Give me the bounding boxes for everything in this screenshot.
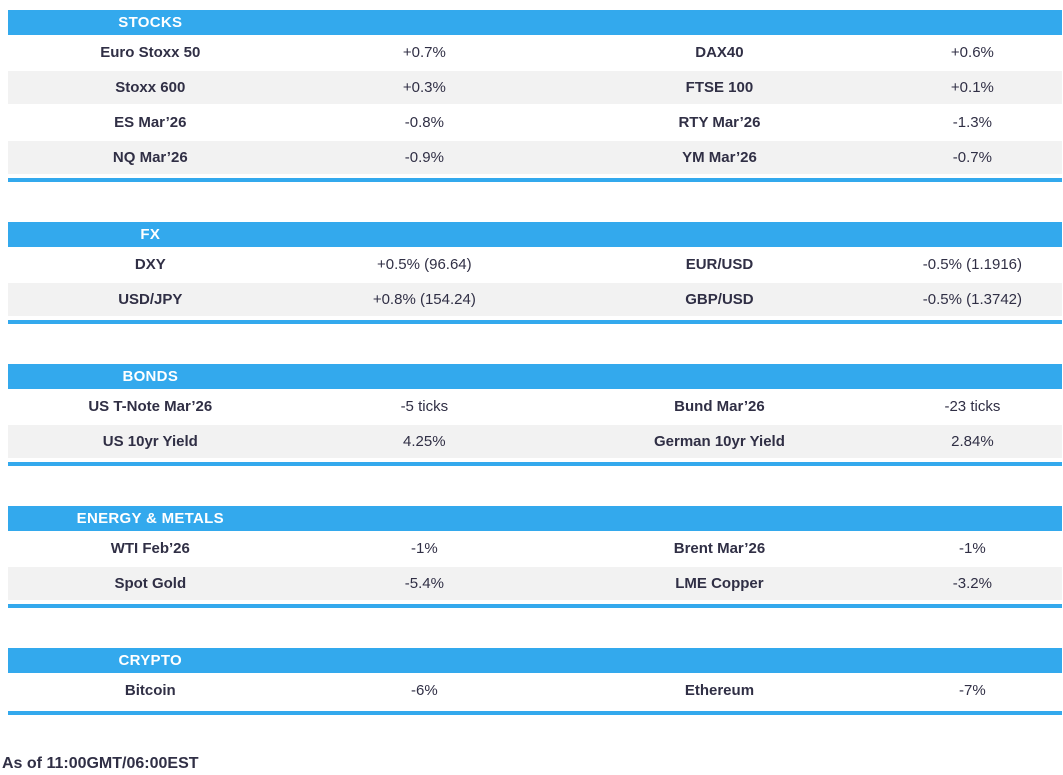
instrument-change: -0.9% — [404, 149, 444, 166]
instrument-name: YM Mar’26 — [682, 149, 757, 166]
instrument-change: -1% — [959, 540, 986, 557]
instrument-change: -1% — [410, 540, 438, 557]
instrument-name: Bund Mar’26 — [674, 398, 765, 415]
table-row: Bitcoin -6% Ethereum -7% — [8, 673, 1062, 708]
instrument-change: -23 ticks — [944, 398, 1001, 415]
section-header-crypto: CRYPTO — [8, 648, 1062, 673]
section-energy-metals: ENERGY & METALS WTI Feb’26 -1% Brent Mar… — [8, 506, 1062, 608]
table-row: US 10yr Yield 4.25% German 10yr Yield 2.… — [8, 424, 1062, 459]
table-row: WTI Feb’26 -1% Brent Mar’26 -1% — [8, 531, 1062, 566]
instrument-change: 2.84% — [951, 433, 994, 450]
table-row: USD/JPY +0.8% (154.24) GBP/USD -0.5% (1.… — [8, 282, 1062, 317]
instrument-name: ES Mar’26 — [114, 114, 187, 131]
instrument-change: +0.5% (96.64) — [377, 256, 472, 273]
instrument-name: USD/JPY — [118, 291, 183, 308]
instrument-change: -3.2% — [952, 575, 992, 592]
section-header-stocks: STOCKS — [8, 10, 1062, 35]
instrument-change: 4.25% — [403, 433, 446, 450]
as-of-timestamp: As of 11:00GMT/06:00EST — [2, 755, 199, 772]
instrument-change: +0.6% — [950, 44, 994, 61]
table-row: DXY +0.5% (96.64) EUR/USD -0.5% (1.1916) — [8, 247, 1062, 282]
section-title: ENERGY & METALS — [76, 510, 224, 527]
section-bonds: BONDS US T-Note Mar’26 -5 ticks Bund Mar… — [8, 364, 1062, 466]
instrument-name: US 10yr Yield — [102, 433, 198, 450]
section-crypto: CRYPTO Bitcoin -6% Ethereum -7% — [8, 648, 1062, 715]
instrument-name: US T-Note Mar’26 — [88, 398, 213, 415]
instrument-name: NQ Mar’26 — [112, 149, 188, 166]
section-underline — [8, 320, 1062, 324]
section-underline — [8, 604, 1062, 608]
section-title: BONDS — [122, 368, 179, 385]
instrument-change: +0.7% — [402, 44, 446, 61]
section-header-fx: FX — [8, 222, 1062, 247]
instrument-change: -1.3% — [952, 114, 992, 131]
instrument-name: GBP/USD — [685, 291, 754, 308]
instrument-name: Bitcoin — [124, 682, 176, 699]
instrument-name: Spot Gold — [114, 575, 187, 592]
section-stocks: STOCKS Euro Stoxx 50 +0.7% DAX40 +0.6% S… — [8, 10, 1062, 182]
instrument-change: -6% — [410, 682, 438, 699]
instrument-name: German 10yr Yield — [653, 433, 785, 450]
instrument-name: DXY — [134, 256, 166, 273]
section-title: CRYPTO — [118, 652, 183, 669]
instrument-name: WTI Feb’26 — [110, 540, 190, 557]
instrument-name: RTY Mar’26 — [678, 114, 761, 131]
instrument-change: +0.1% — [950, 79, 994, 96]
instrument-name: FTSE 100 — [685, 79, 754, 96]
instrument-change: -7% — [959, 682, 986, 699]
instrument-change: -0.5% (1.3742) — [922, 291, 1023, 308]
market-wrap-table: STOCKS Euro Stoxx 50 +0.7% DAX40 +0.6% S… — [8, 10, 1062, 715]
instrument-change: -0.7% — [952, 149, 992, 166]
instrument-name: LME Copper — [675, 575, 764, 592]
table-row: NQ Mar’26 -0.9% YM Mar’26 -0.7% — [8, 140, 1062, 175]
instrument-change: -5 ticks — [400, 398, 449, 415]
section-header-energy-metals: ENERGY & METALS — [8, 506, 1062, 531]
instrument-change: +0.3% — [402, 79, 446, 96]
instrument-name: Euro Stoxx 50 — [100, 44, 201, 61]
instrument-change: -5.4% — [404, 575, 444, 592]
table-row: Spot Gold -5.4% LME Copper -3.2% — [8, 566, 1062, 601]
section-title: STOCKS — [118, 14, 183, 31]
instrument-name: DAX40 — [695, 44, 744, 61]
table-row: US T-Note Mar’26 -5 ticks Bund Mar’26 -2… — [8, 389, 1062, 424]
table-row: Stoxx 600 +0.3% FTSE 100 +0.1% — [8, 70, 1062, 105]
instrument-change: +0.8% (154.24) — [372, 291, 476, 308]
table-row: Euro Stoxx 50 +0.7% DAX40 +0.6% — [8, 35, 1062, 70]
instrument-name: Stoxx 600 — [115, 79, 186, 96]
instrument-change: -0.5% (1.1916) — [922, 256, 1023, 273]
section-underline — [8, 462, 1062, 466]
section-underline — [8, 711, 1062, 715]
instrument-name: Ethereum — [684, 682, 755, 699]
instrument-name: Brent Mar’26 — [673, 540, 766, 557]
instrument-change: -0.8% — [404, 114, 444, 131]
section-header-bonds: BONDS — [8, 364, 1062, 389]
section-underline — [8, 178, 1062, 182]
section-fx: FX DXY +0.5% (96.64) EUR/USD -0.5% (1.19… — [8, 222, 1062, 324]
instrument-name: EUR/USD — [685, 256, 754, 273]
table-row: ES Mar’26 -0.8% RTY Mar’26 -1.3% — [8, 105, 1062, 140]
section-title: FX — [140, 226, 161, 243]
